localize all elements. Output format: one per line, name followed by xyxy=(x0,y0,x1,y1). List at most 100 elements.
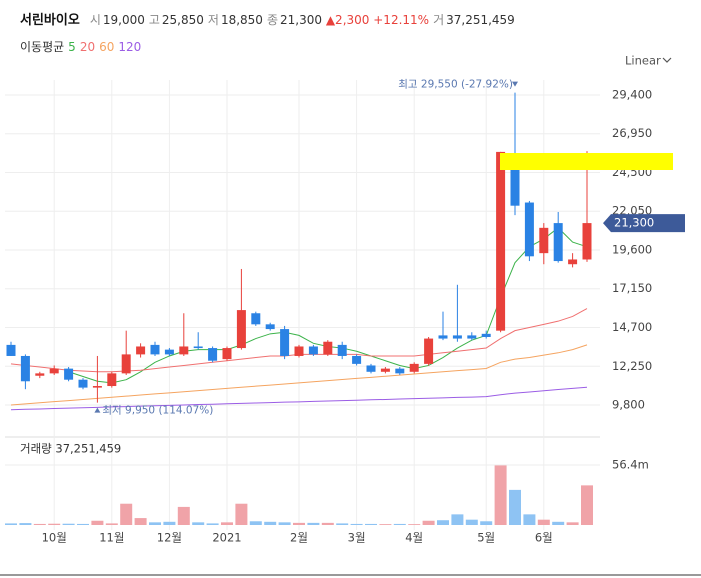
y-tick-label: 29,400 xyxy=(612,87,652,101)
stock-name: 서린바이오 xyxy=(20,13,80,28)
candle-body xyxy=(280,329,290,356)
candle-body xyxy=(64,368,74,380)
x-tick-label: 2021 xyxy=(212,531,241,545)
volume-bar xyxy=(465,519,478,525)
scale-button[interactable]: Linear xyxy=(625,54,661,68)
candle-body xyxy=(121,354,131,374)
volume-bar xyxy=(221,522,233,525)
volume-bar xyxy=(33,523,46,525)
label: 시 xyxy=(89,13,101,27)
volume-bar xyxy=(336,523,349,525)
candle-body xyxy=(510,159,520,206)
candle-body xyxy=(222,348,232,360)
candle-body xyxy=(107,373,117,387)
candle-body xyxy=(524,202,534,257)
legend-title: 이동평균 xyxy=(20,40,65,54)
y-tick-label: 26,950 xyxy=(612,126,652,140)
volume-bar xyxy=(163,521,176,525)
ma-line xyxy=(10,344,588,406)
candle-body xyxy=(208,348,218,361)
x-tick-label: 10월 xyxy=(42,531,67,545)
label: 고 xyxy=(148,13,160,27)
candle-body xyxy=(308,346,318,355)
candle-body xyxy=(236,310,246,349)
y-tick-label: 12,250 xyxy=(612,359,652,373)
volume-bar xyxy=(393,523,406,525)
volume-title: 거래량 37,251,459 xyxy=(20,442,121,456)
candle-body xyxy=(438,335,448,339)
candle-body xyxy=(539,227,549,254)
candle-body xyxy=(136,346,146,355)
candle-body xyxy=(294,346,304,356)
volume-bar xyxy=(552,521,565,525)
ma-line xyxy=(68,227,588,384)
candle-body xyxy=(352,355,362,364)
x-tick-label: 3월 xyxy=(348,531,366,545)
change: ▲2,300 xyxy=(325,13,370,27)
candle-body xyxy=(337,344,347,356)
candle-body xyxy=(49,368,59,374)
volume-bar xyxy=(321,522,334,525)
candle-body xyxy=(380,368,390,372)
low-annotation: 최저 9,950 (114.07%) xyxy=(102,405,213,417)
value: 19,000 xyxy=(102,13,145,27)
value: 37,251,459 xyxy=(446,13,515,27)
candle-body xyxy=(366,365,376,372)
candle-body xyxy=(251,313,261,325)
volume-bar xyxy=(235,503,248,525)
volume-bar xyxy=(422,520,435,525)
legend: 이동평균 5 20 60 120 xyxy=(20,38,141,55)
y-tick-label: 14,700 xyxy=(612,320,652,334)
volume-bar xyxy=(437,520,449,525)
x-tick-label: 4월 xyxy=(405,531,423,545)
volume-bar xyxy=(581,485,593,525)
candle-body xyxy=(35,373,45,376)
volume-bar xyxy=(105,523,118,525)
volume-bar xyxy=(48,523,61,525)
value: 18,850 xyxy=(220,13,263,27)
marker xyxy=(512,81,518,87)
candle-body xyxy=(150,344,160,355)
candle-body xyxy=(409,363,419,372)
price-tag-label: 21,300 xyxy=(614,216,654,230)
x-tick-label: 5월 xyxy=(477,531,495,545)
candle-body xyxy=(164,349,174,355)
value: 25,850 xyxy=(161,13,204,27)
volume-bar xyxy=(264,521,277,525)
volume-bar xyxy=(350,523,363,525)
candle-body xyxy=(568,259,578,265)
candle-body xyxy=(6,344,16,356)
x-tick-label: 12월 xyxy=(157,531,182,545)
legend-item: 20 xyxy=(79,40,96,54)
volume-bar xyxy=(192,522,205,525)
value: 21,300 xyxy=(280,13,322,27)
volume-bar xyxy=(91,520,104,525)
candle-body xyxy=(496,151,506,331)
change-pct: +12.11% xyxy=(373,13,430,27)
price-tag xyxy=(603,214,685,233)
candle-body xyxy=(467,335,477,339)
candle-body xyxy=(193,346,203,349)
candle-body xyxy=(553,223,563,262)
y-tick-label: 9,800 xyxy=(612,398,645,412)
chevron[interactable] xyxy=(662,57,672,63)
x-tick-label: 6월 xyxy=(535,531,553,545)
volume-bar xyxy=(566,522,579,525)
volume-bar xyxy=(379,524,392,525)
y-tick-label: 19,600 xyxy=(612,242,652,256)
label: 거 xyxy=(433,13,445,27)
volume-bar xyxy=(177,506,190,525)
volume-bar xyxy=(293,522,305,525)
volume-bar xyxy=(120,503,133,525)
volume-bar xyxy=(278,522,291,525)
volume-bar xyxy=(206,523,219,525)
label: 저 xyxy=(207,13,219,27)
legend-item: 120 xyxy=(118,40,142,54)
volume-bar xyxy=(77,523,89,525)
volume-bar xyxy=(62,523,75,525)
candle-body xyxy=(582,223,592,260)
x-tick-label: 2월 xyxy=(290,531,308,545)
candle-body xyxy=(323,341,333,355)
